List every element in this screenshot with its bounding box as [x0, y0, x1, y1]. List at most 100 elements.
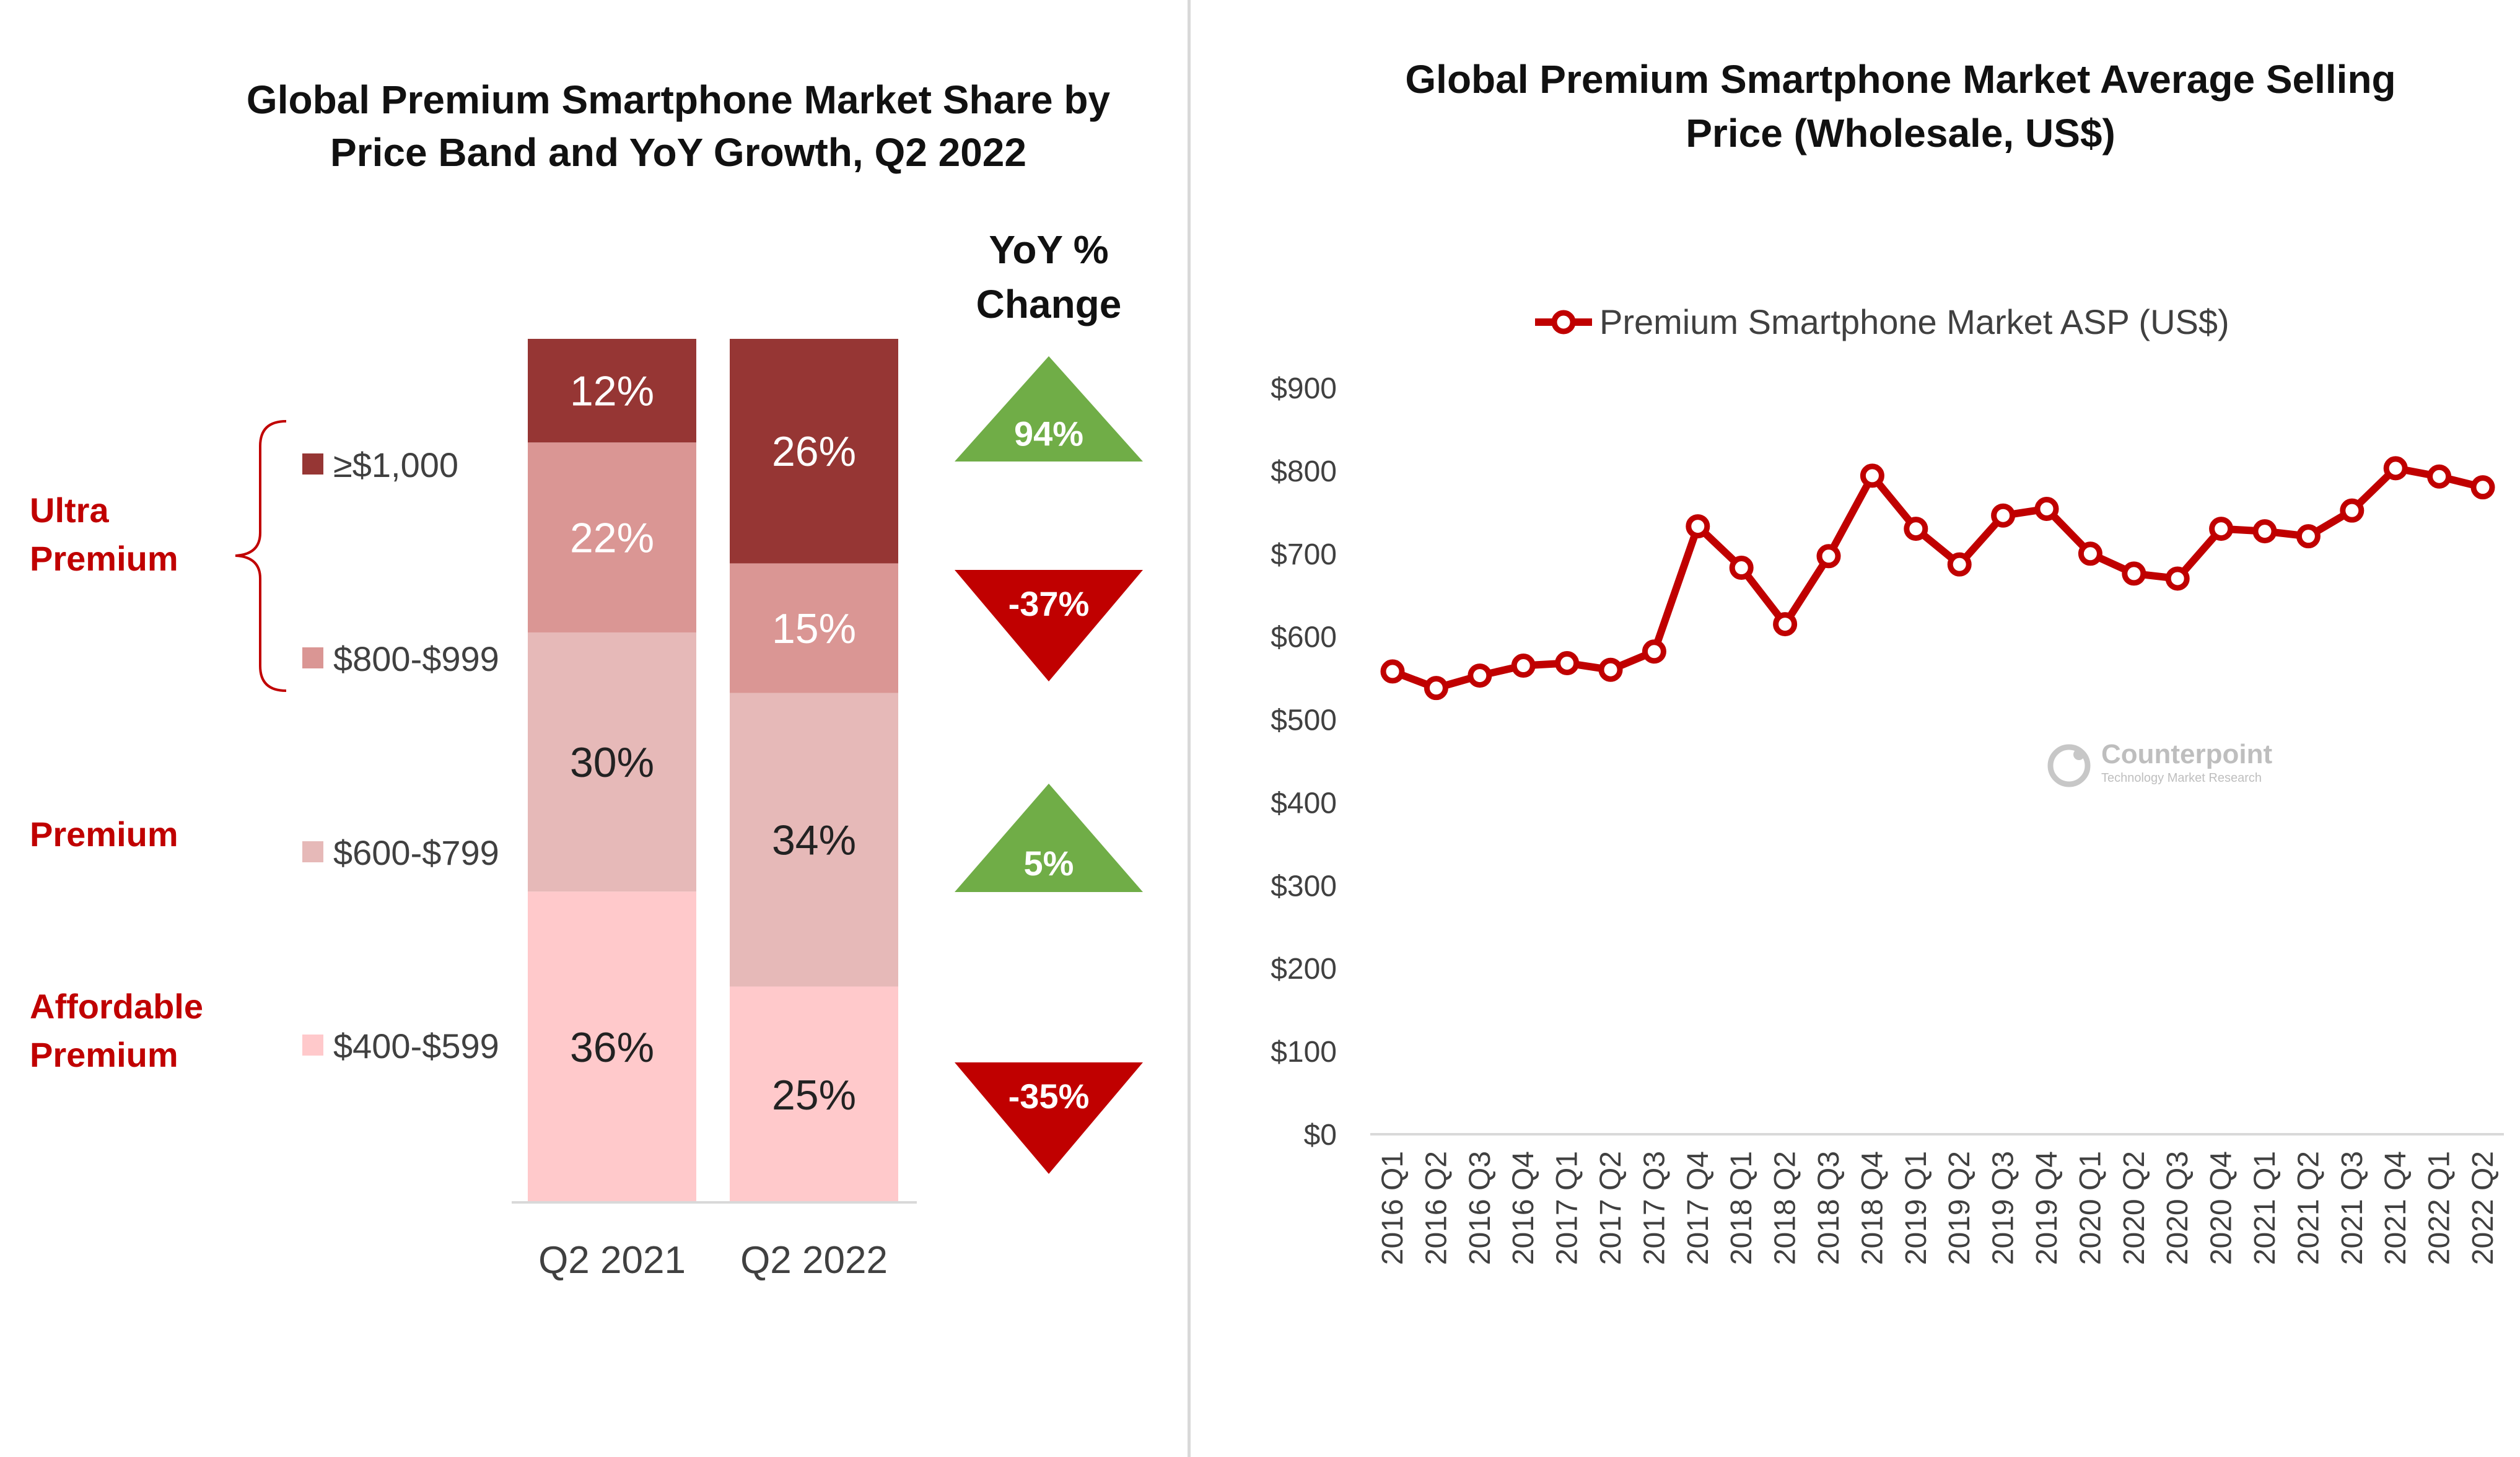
- asp-legend-marker: [1551, 310, 1576, 335]
- x-tick-label-2017-q2: 2017 Q2: [1595, 1151, 1627, 1265]
- x-tick-label-2017-q1: 2017 Q1: [1551, 1151, 1584, 1265]
- asp-point-2016-q3: [1468, 663, 1492, 688]
- group-label-affordable-premium-line-1: Affordable: [30, 987, 203, 1026]
- bar-label-q2-2022-ge-1-000: 26%: [772, 428, 856, 475]
- x-tick-label-2020-q4: 2020 Q4: [2205, 1151, 2238, 1265]
- legend-swatch-600-799: [302, 841, 323, 862]
- asp-legend: Premium Smartphone Market ASP (US$): [1535, 302, 2229, 341]
- bar-label-q2-2022-600-799: 34%: [772, 817, 856, 864]
- x-tick-label-2022-q1: 2022 Q1: [2423, 1151, 2456, 1265]
- share-groups: Ultra Premium Premium Affordable Premium: [30, 420, 287, 1074]
- x-tick-label-2021-q2: 2021 Q2: [2292, 1151, 2325, 1265]
- asp-point-2020-q3: [2165, 566, 2190, 591]
- asp-point-2021-q1: [2252, 519, 2277, 544]
- legend-swatch-400-599: [302, 1035, 323, 1056]
- counterpoint-watermark: Counterpoint Technology Market Research: [2047, 739, 2273, 787]
- asp-point-2018-q3: [1816, 544, 1841, 569]
- ultra-premium-brace: [235, 420, 287, 692]
- legend-label-800-999: $800-$999: [333, 639, 499, 678]
- asp-point-2016-q2: [1424, 676, 1448, 701]
- asp-point-2021-q2: [2296, 524, 2321, 549]
- asp-legend-label: Premium Smartphone Market ASP (US$): [1599, 302, 2229, 341]
- y-tick-label-700: $700: [1271, 538, 1337, 571]
- asp-point-2019-q3: [1991, 503, 2016, 528]
- x-tick-label-2019-q3: 2019 Q3: [1987, 1151, 2020, 1265]
- panel-divider: [1188, 0, 1191, 1457]
- x-tick-label-2019-q1: 2019 Q1: [1900, 1151, 1933, 1265]
- bar-segment-q2-2021-ge-1-000: [528, 339, 696, 443]
- asp-point-2019-q2: [1947, 552, 1972, 577]
- asp-point-2019-q1: [1904, 517, 1928, 541]
- bar-label-q2-2021-ge-1-000: 12%: [570, 368, 654, 415]
- asp-point-2017-q3: [1642, 639, 1666, 664]
- y-tick-label-800: $800: [1271, 455, 1337, 488]
- bar-label-q2-2022-800-999: 15%: [772, 605, 856, 652]
- y-tick-label-300: $300: [1271, 870, 1337, 903]
- x-tick-label-2020-q1: 2020 Q1: [2074, 1151, 2107, 1265]
- category-label-q2-2021: Q2 2021: [538, 1239, 686, 1282]
- bar-label-q2-2021-600-799: 30%: [570, 739, 654, 786]
- x-tick-label-2020-q3: 2020 Q3: [2161, 1151, 2194, 1265]
- asp-line-chart: Global Premium Smartphone Market Average…: [1271, 57, 2504, 1265]
- x-tick-label-2018-q4: 2018 Q4: [1856, 1151, 1889, 1265]
- counterpoint-tagline: Technology Market Research: [2101, 771, 2262, 785]
- x-tick-label-2021-q4: 2021 Q4: [2379, 1151, 2412, 1265]
- yoy-label-800-999: -37%: [1008, 584, 1090, 623]
- y-tick-label-100: $100: [1271, 1036, 1337, 1069]
- y-tick-label-900: $900: [1271, 372, 1337, 405]
- asp-point-2021-q4: [2383, 456, 2408, 481]
- asp-point-2020-q4: [2209, 517, 2234, 541]
- legend-label-400-599: $400-$599: [333, 1026, 499, 1065]
- y-tick-label-500: $500: [1271, 704, 1337, 737]
- share-chart-title-line-1: Global Premium Smartphone Market Share b…: [247, 77, 1111, 122]
- asp-point-2022-q1: [2427, 464, 2452, 489]
- x-tick-label-2021-q1: 2021 Q1: [2249, 1151, 2282, 1265]
- x-tick-label-2020-q2: 2020 Q2: [2118, 1151, 2151, 1265]
- x-tick-label-2019-q4: 2019 Q4: [2031, 1151, 2063, 1265]
- asp-point-2020-q1: [2078, 541, 2102, 566]
- counterpoint-name: Counterpoint: [2101, 739, 2273, 769]
- y-tick-label-400: $400: [1271, 787, 1337, 820]
- legend-swatch-800-999: [302, 647, 323, 668]
- counterpoint-logo-dot: [2073, 749, 2085, 760]
- asp-series-line: [1391, 464, 2484, 692]
- asp-point-2018-q4: [1860, 463, 1884, 488]
- bar-segment-q2-2021-800-999: [528, 442, 696, 632]
- group-label-ultra-premium-line-2: Premium: [30, 539, 178, 578]
- yoy-label-ge-1-000: 94%: [1014, 414, 1083, 453]
- x-tick-label-2016-q1: 2016 Q1: [1376, 1151, 1409, 1265]
- legend-label-ge-1-000: ≥$1,000: [333, 445, 458, 484]
- asp-point-2017-q2: [1598, 657, 1623, 682]
- yoy-title-line-2: Change: [976, 282, 1122, 326]
- bar-segment-q2-2021-600-799: [528, 632, 696, 892]
- share-bars: 36% 30% 22% 12% Q2 2021 25% 34% 15% 26% Q2 2022: [512, 339, 917, 1282]
- asp-point-2017-q1: [1555, 651, 1580, 676]
- yoy-label-600-799: 5%: [1024, 844, 1074, 883]
- x-tick-label-2017-q4: 2017 Q4: [1682, 1151, 1715, 1265]
- asp-point-2019-q4: [2034, 496, 2059, 521]
- x-tick-label-2021-q3: 2021 Q3: [2336, 1151, 2369, 1265]
- bar-label-q2-2022-400-599: 25%: [772, 1072, 856, 1119]
- x-tick-label-2018-q3: 2018 Q3: [1813, 1151, 1845, 1265]
- yoy-title-line-1: YoY %: [989, 227, 1108, 272]
- x-tick-label-2016-q3: 2016 Q3: [1464, 1151, 1497, 1265]
- asp-point-2021-q3: [2340, 498, 2365, 523]
- yoy-triangle-ge-1-000: [955, 356, 1143, 462]
- share-chart-title-line-2: Price Band and YoY Growth, Q2 2022: [330, 130, 1026, 175]
- x-tick-label-2017-q3: 2017 Q3: [1638, 1151, 1671, 1265]
- y-tick-label-0: $0: [1304, 1119, 1337, 1152]
- asp-point-2016-q1: [1380, 659, 1405, 684]
- yoy-triangle-800-999: [955, 570, 1143, 681]
- asp-point-2016-q4: [1511, 654, 1536, 678]
- x-tick-label-2018-q1: 2018 Q1: [1725, 1151, 1758, 1265]
- asp-point-2017-q4: [1686, 514, 1710, 539]
- counterpoint-logo-icon: [2047, 744, 2091, 787]
- market-share-chart: Global Premium Smartphone Market Share b…: [30, 77, 1143, 1282]
- bar-segment-q2-2022-400-599: [730, 986, 898, 1202]
- group-label-ultra-premium-line-1: Ultra: [30, 491, 109, 530]
- asp-series: [1380, 456, 2495, 701]
- asp-axis: $0 $100 $200 $300 $400 $500 $600 $700 $800 $900 20…: [1271, 372, 2504, 1265]
- yoy-triangle-400-599: [955, 1062, 1143, 1174]
- legend-label-600-799: $600-$799: [333, 833, 499, 872]
